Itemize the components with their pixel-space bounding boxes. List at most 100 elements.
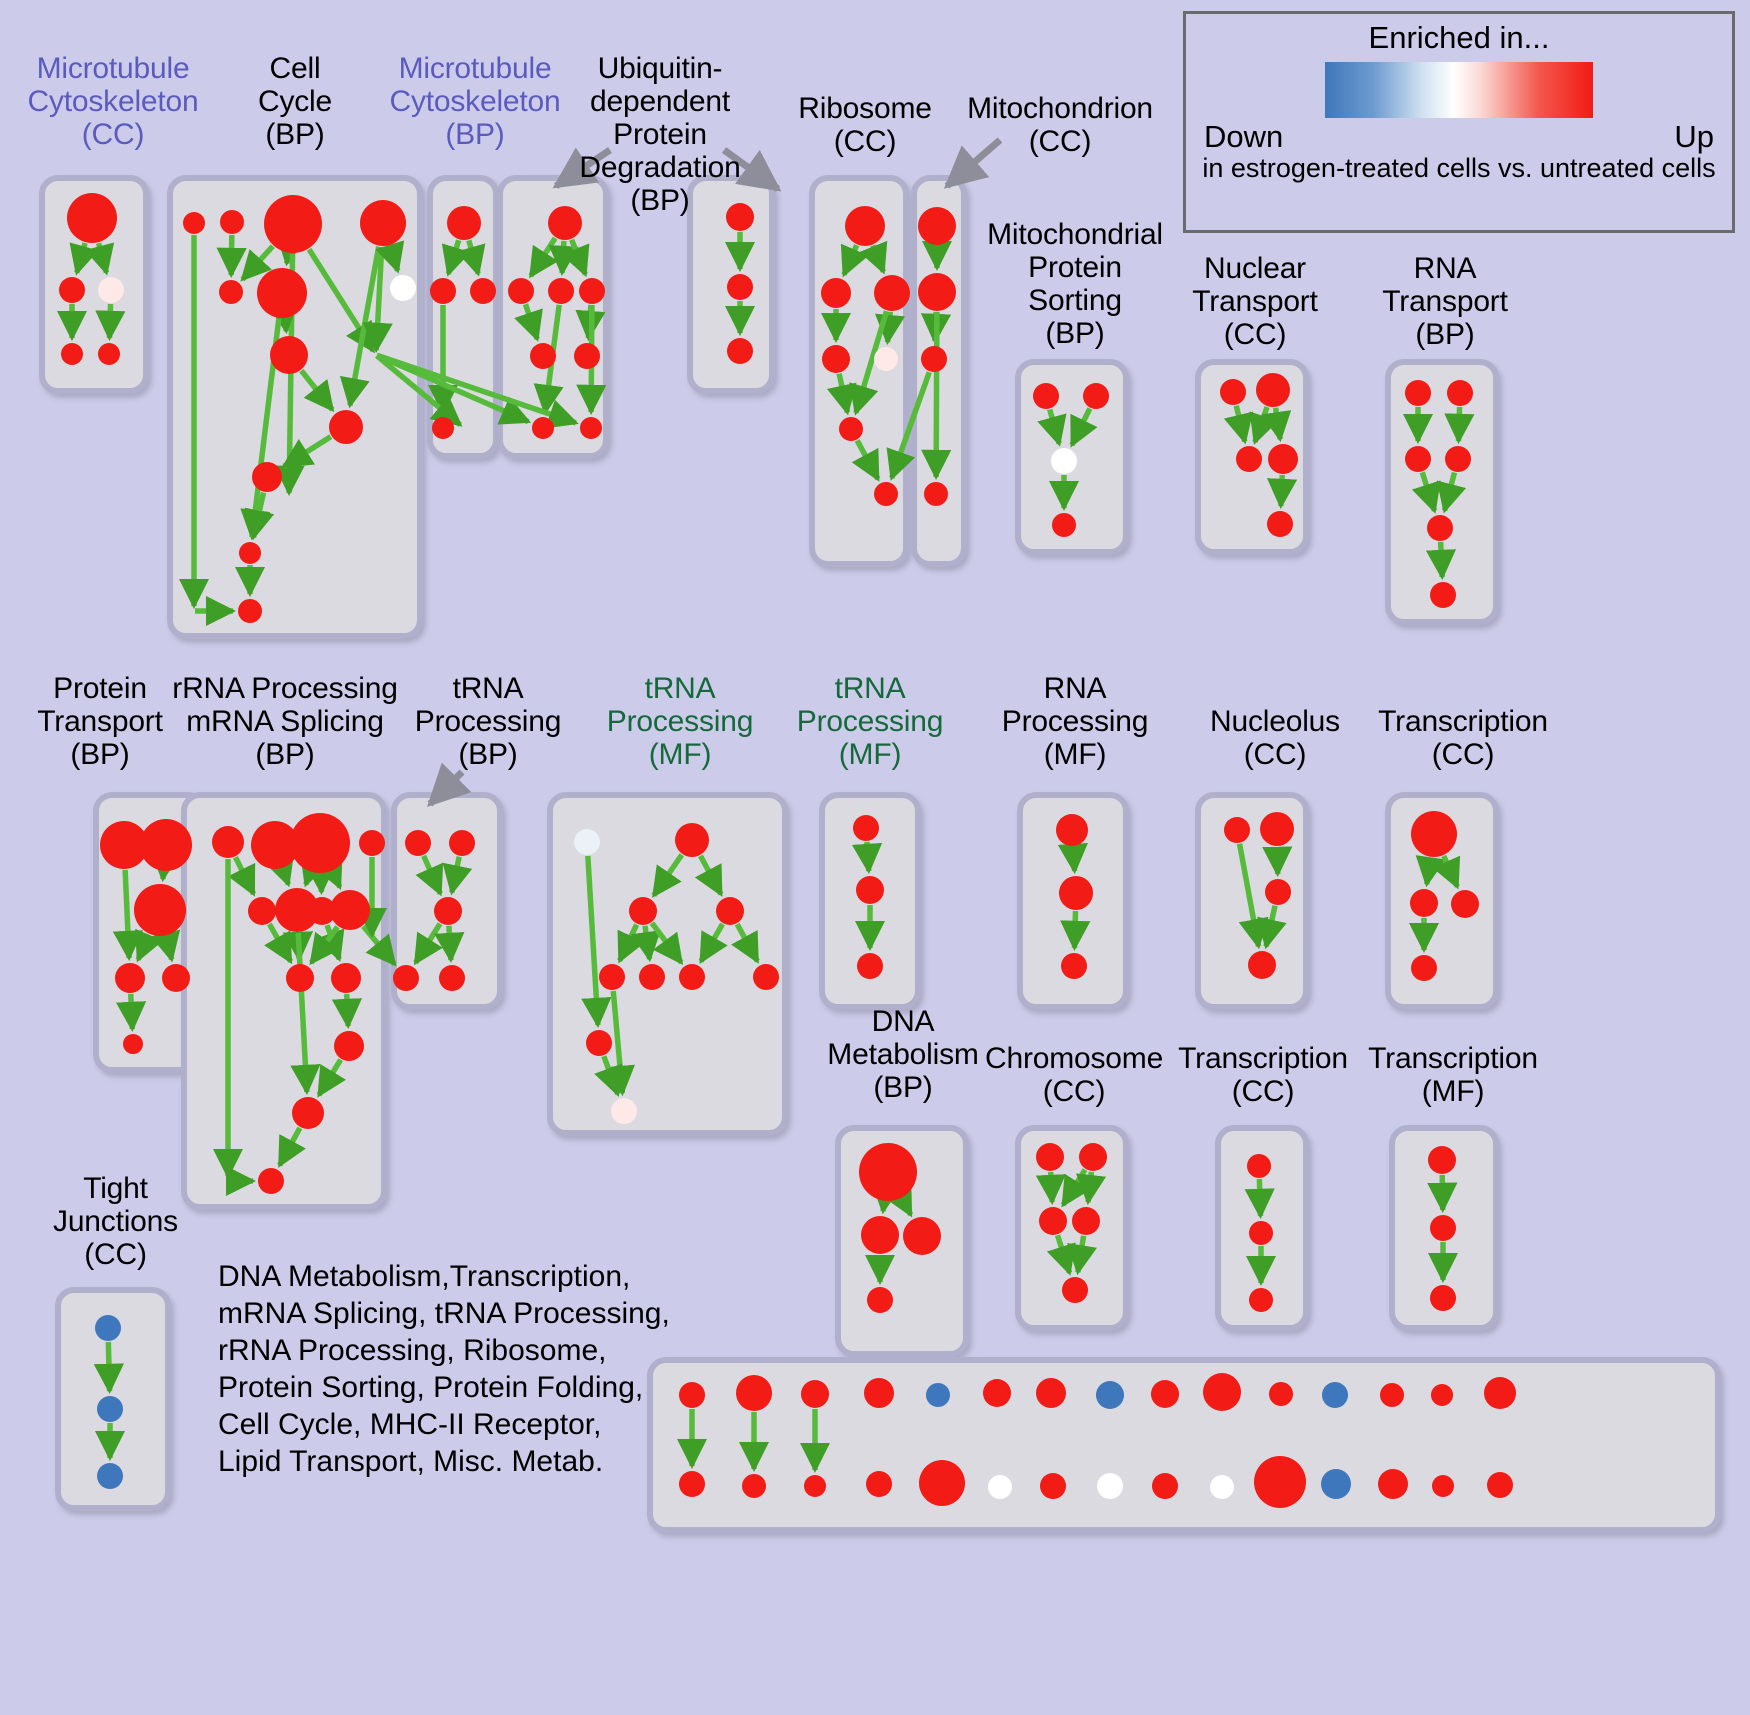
- network-node[interactable]: [286, 964, 314, 992]
- network-node[interactable]: [275, 888, 319, 932]
- network-node[interactable]: [1445, 446, 1471, 472]
- network-node[interactable]: [866, 1471, 892, 1497]
- network-node[interactable]: [308, 897, 336, 925]
- network-node[interactable]: [742, 1474, 766, 1498]
- network-node[interactable]: [251, 821, 299, 869]
- network-node[interactable]: [1269, 1382, 1293, 1406]
- network-node[interactable]: [334, 1031, 364, 1061]
- network-node[interactable]: [1210, 1475, 1234, 1499]
- network-node[interactable]: [1083, 383, 1109, 409]
- network-node[interactable]: [134, 884, 186, 936]
- network-node[interactable]: [59, 277, 85, 303]
- network-node[interactable]: [716, 897, 744, 925]
- network-node[interactable]: [874, 482, 898, 506]
- network-node[interactable]: [580, 417, 602, 439]
- network-node[interactable]: [508, 278, 534, 304]
- network-node[interactable]: [675, 823, 709, 857]
- network-node[interactable]: [1380, 1383, 1404, 1407]
- network-node[interactable]: [983, 1379, 1011, 1407]
- network-node[interactable]: [1427, 515, 1453, 541]
- network-node[interactable]: [1079, 1143, 1107, 1171]
- network-node[interactable]: [1431, 1384, 1453, 1406]
- network-node[interactable]: [753, 964, 779, 990]
- network-node[interactable]: [470, 278, 496, 304]
- network-node[interactable]: [874, 347, 898, 371]
- network-node[interactable]: [1411, 811, 1457, 857]
- network-node[interactable]: [548, 206, 582, 240]
- network-node[interactable]: [726, 203, 754, 231]
- network-node[interactable]: [434, 897, 462, 925]
- network-node[interactable]: [867, 1287, 893, 1313]
- network-node[interactable]: [1152, 1473, 1178, 1499]
- network-node[interactable]: [532, 417, 554, 439]
- network-node[interactable]: [1151, 1380, 1179, 1408]
- network-node[interactable]: [1249, 1221, 1273, 1245]
- network-node[interactable]: [988, 1475, 1012, 1499]
- network-node[interactable]: [736, 1375, 772, 1411]
- network-node[interactable]: [290, 813, 350, 873]
- network-node[interactable]: [1220, 379, 1246, 405]
- network-node[interactable]: [548, 278, 574, 304]
- network-node[interactable]: [639, 964, 665, 990]
- network-node[interactable]: [359, 830, 385, 856]
- network-node[interactable]: [679, 1471, 705, 1497]
- network-node[interactable]: [856, 876, 884, 904]
- network-node[interactable]: [270, 336, 308, 374]
- network-node[interactable]: [162, 964, 190, 992]
- network-node[interactable]: [1247, 1154, 1271, 1178]
- network-node[interactable]: [1268, 444, 1298, 474]
- network-node[interactable]: [1267, 511, 1293, 537]
- network-node[interactable]: [1432, 1475, 1454, 1497]
- network-node[interactable]: [679, 964, 705, 990]
- network-node[interactable]: [845, 206, 885, 246]
- network-node[interactable]: [727, 338, 753, 364]
- network-node[interactable]: [804, 1475, 826, 1497]
- network-node[interactable]: [239, 542, 261, 564]
- network-node[interactable]: [430, 278, 456, 304]
- network-node[interactable]: [1378, 1469, 1408, 1499]
- network-node[interactable]: [219, 280, 243, 304]
- network-node[interactable]: [574, 343, 600, 369]
- network-node[interactable]: [579, 278, 605, 304]
- network-node[interactable]: [611, 1098, 637, 1124]
- network-node[interactable]: [1430, 582, 1456, 608]
- network-node[interactable]: [864, 1378, 894, 1408]
- network-node[interactable]: [140, 819, 192, 871]
- network-node[interactable]: [1052, 513, 1076, 537]
- network-node[interactable]: [248, 897, 276, 925]
- network-node[interactable]: [874, 275, 910, 311]
- network-node[interactable]: [1236, 446, 1262, 472]
- network-node[interactable]: [439, 965, 465, 991]
- network-node[interactable]: [853, 815, 879, 841]
- network-node[interactable]: [1039, 1207, 1067, 1235]
- network-node[interactable]: [183, 212, 205, 234]
- network-node[interactable]: [1322, 1382, 1348, 1408]
- network-node[interactable]: [574, 829, 600, 855]
- network-node[interactable]: [918, 273, 956, 311]
- network-node[interactable]: [390, 275, 416, 301]
- network-node[interactable]: [330, 890, 370, 930]
- network-node[interactable]: [919, 1460, 965, 1506]
- network-node[interactable]: [1428, 1146, 1456, 1174]
- network-node[interactable]: [1430, 1215, 1456, 1241]
- network-node[interactable]: [212, 826, 244, 858]
- network-node[interactable]: [264, 195, 322, 253]
- network-node[interactable]: [1059, 876, 1093, 910]
- network-node[interactable]: [921, 346, 947, 372]
- network-node[interactable]: [821, 278, 851, 308]
- network-node[interactable]: [801, 1380, 829, 1408]
- network-node[interactable]: [1056, 814, 1088, 846]
- network-node[interactable]: [432, 417, 454, 439]
- network-node[interactable]: [530, 343, 556, 369]
- network-node[interactable]: [1248, 951, 1276, 979]
- network-node[interactable]: [1249, 1288, 1273, 1312]
- network-node[interactable]: [257, 268, 307, 318]
- network-node[interactable]: [857, 953, 883, 979]
- cluster-box[interactable]: [1385, 792, 1499, 1010]
- network-node[interactable]: [924, 482, 948, 506]
- network-node[interactable]: [98, 343, 120, 365]
- network-node[interactable]: [1256, 373, 1290, 407]
- network-node[interactable]: [861, 1216, 899, 1254]
- network-node[interactable]: [822, 345, 850, 373]
- network-node[interactable]: [97, 1396, 123, 1422]
